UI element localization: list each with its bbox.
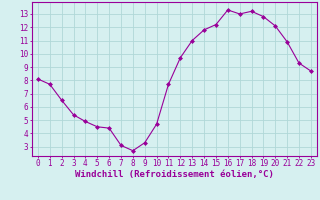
X-axis label: Windchill (Refroidissement éolien,°C): Windchill (Refroidissement éolien,°C) — [75, 170, 274, 179]
